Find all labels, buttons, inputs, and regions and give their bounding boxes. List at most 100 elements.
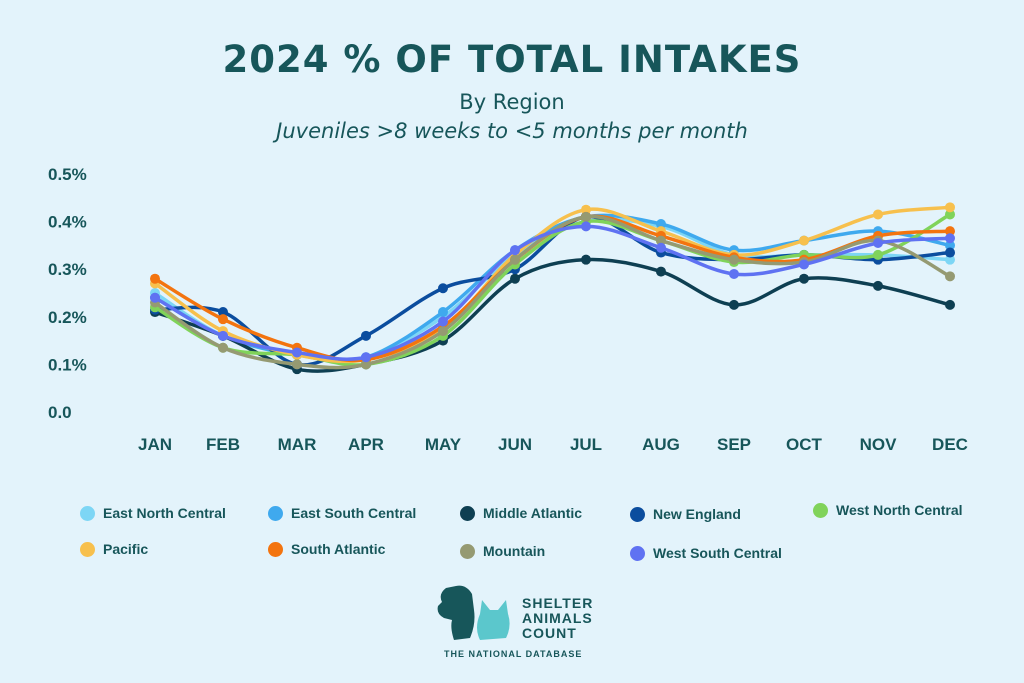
x-tick-label: OCT — [786, 435, 823, 454]
data-point-west-south-central — [799, 259, 809, 270]
data-point-mountain — [361, 359, 371, 370]
legend-label: West North Central — [836, 502, 963, 518]
legend-label: East South Central — [291, 505, 417, 521]
y-tick-label: 0.1% — [48, 355, 87, 374]
data-point-east-north-central — [945, 254, 955, 265]
data-point-middle-atlantic — [873, 280, 883, 291]
data-point-new-england — [218, 307, 228, 318]
data-point-middle-atlantic — [510, 273, 520, 284]
data-point-south-atlantic — [150, 273, 160, 284]
x-tick-label: FEB — [206, 435, 240, 454]
y-tick-label: 0.0 — [48, 403, 72, 422]
legend-item: South Atlantic — [268, 541, 385, 557]
legend-item: West North Central — [813, 502, 963, 518]
chart-title: 2024 % OF TOTAL INTAKES — [222, 38, 802, 81]
data-point-mountain — [945, 271, 955, 282]
legend-item: Middle Atlantic — [460, 505, 582, 521]
data-point-west-north-central — [945, 209, 955, 220]
data-point-west-south-central — [945, 233, 955, 244]
data-point-south-atlantic — [218, 314, 228, 325]
data-point-new-england — [945, 247, 955, 258]
legend-label: New England — [653, 506, 741, 522]
data-point-east-south-central — [945, 240, 955, 251]
data-point-mountain — [218, 342, 228, 353]
data-point-west-north-central — [873, 249, 883, 260]
series-line-new-england — [154, 215, 951, 367]
data-point-south-atlantic — [945, 226, 955, 237]
line-chart: 0.0 0.1% 0.2% 0.3% 0.4% 0.5% JAN FEB MAR APR MAY JU… — [48, 165, 968, 454]
legend-label: Pacific — [103, 541, 149, 557]
data-point-middle-atlantic — [799, 273, 809, 284]
logo-wordmark: SHELTER ANIMALS COUNT — [522, 596, 593, 641]
legend-label: East North Central — [103, 505, 226, 521]
data-point-mountain — [510, 254, 520, 265]
legend-swatch — [268, 505, 283, 521]
logo-tagline: THE NATIONAL DATABASE — [444, 649, 583, 659]
data-point-west-south-central — [581, 221, 591, 232]
data-point-middle-atlantic — [729, 299, 739, 310]
x-tick-label: SEP — [717, 435, 751, 454]
data-point-west-south-central — [361, 352, 371, 363]
data-point-west-south-central — [510, 245, 520, 256]
legend-swatch — [460, 505, 475, 521]
data-point-west-south-central — [438, 316, 448, 327]
data-point-new-england — [438, 283, 448, 294]
y-tick-label: 0.3% — [48, 260, 87, 279]
data-point-east-south-central — [656, 218, 666, 229]
legend-item: New England — [630, 506, 741, 522]
legend-swatch — [630, 545, 645, 561]
legend-swatch — [268, 541, 283, 557]
x-tick-label: JUL — [570, 435, 602, 454]
legend-swatch — [460, 543, 475, 559]
chart-subtitle: By Region — [459, 90, 565, 114]
data-point-pacific — [799, 235, 809, 246]
data-point-mountain — [292, 359, 302, 370]
data-point-west-south-central — [150, 292, 160, 303]
legend-label: Mountain — [483, 543, 546, 559]
x-tick-label: JUN — [498, 435, 532, 454]
y-tick-label: 0.4% — [48, 213, 87, 232]
data-point-west-south-central — [292, 347, 302, 358]
legend-swatch — [813, 502, 828, 518]
data-point-middle-atlantic — [656, 266, 666, 277]
chart-description: Juveniles >8 weeks to <5 months per mont… — [276, 119, 748, 143]
x-tick-label: NOV — [860, 435, 898, 454]
data-point-mountain — [656, 235, 666, 246]
x-tick-label: DEC — [932, 435, 968, 454]
data-point-pacific — [581, 204, 591, 215]
data-point-pacific — [945, 202, 955, 213]
y-tick-label: 0.5% — [48, 165, 87, 184]
legend-label: Middle Atlantic — [483, 505, 583, 521]
data-point-mountain — [438, 326, 448, 337]
legend-swatch — [80, 541, 95, 557]
legend-label: West South Central — [653, 545, 782, 561]
logo-line-2: ANIMALS — [522, 610, 593, 626]
x-tick-label: AUG — [642, 435, 680, 454]
x-tick-label: MAR — [278, 435, 317, 454]
shelter-animals-count-logo: SHELTER ANIMALS COUNT THE NATIONAL DATAB… — [430, 580, 600, 665]
data-point-middle-atlantic — [581, 254, 591, 265]
legend-swatch — [80, 505, 95, 521]
legend-item: West South Central — [630, 545, 782, 561]
logo-line-3: COUNT — [522, 625, 577, 641]
x-tick-label: MAY — [425, 435, 462, 454]
dog-cat-logo-icon — [437, 585, 510, 640]
data-point-west-south-central — [218, 330, 228, 341]
legend-item: East South Central — [268, 505, 416, 521]
legend-item: East North Central — [80, 505, 226, 521]
data-point-mountain — [581, 211, 591, 222]
legend-item: Pacific — [80, 541, 148, 557]
data-point-west-south-central — [656, 242, 666, 253]
legend-item: Mountain — [460, 543, 545, 559]
x-tick-label: JAN — [138, 435, 172, 454]
data-point-west-south-central — [873, 238, 883, 249]
y-tick-label: 0.2% — [48, 308, 87, 327]
legend-label: South Atlantic — [291, 541, 386, 557]
legend-swatch — [630, 506, 645, 522]
data-point-east-south-central — [438, 307, 448, 318]
data-point-middle-atlantic — [945, 299, 955, 310]
data-point-mountain — [729, 254, 739, 265]
data-point-new-england — [361, 330, 371, 341]
x-tick-label: APR — [348, 435, 384, 454]
data-point-pacific — [873, 209, 883, 220]
